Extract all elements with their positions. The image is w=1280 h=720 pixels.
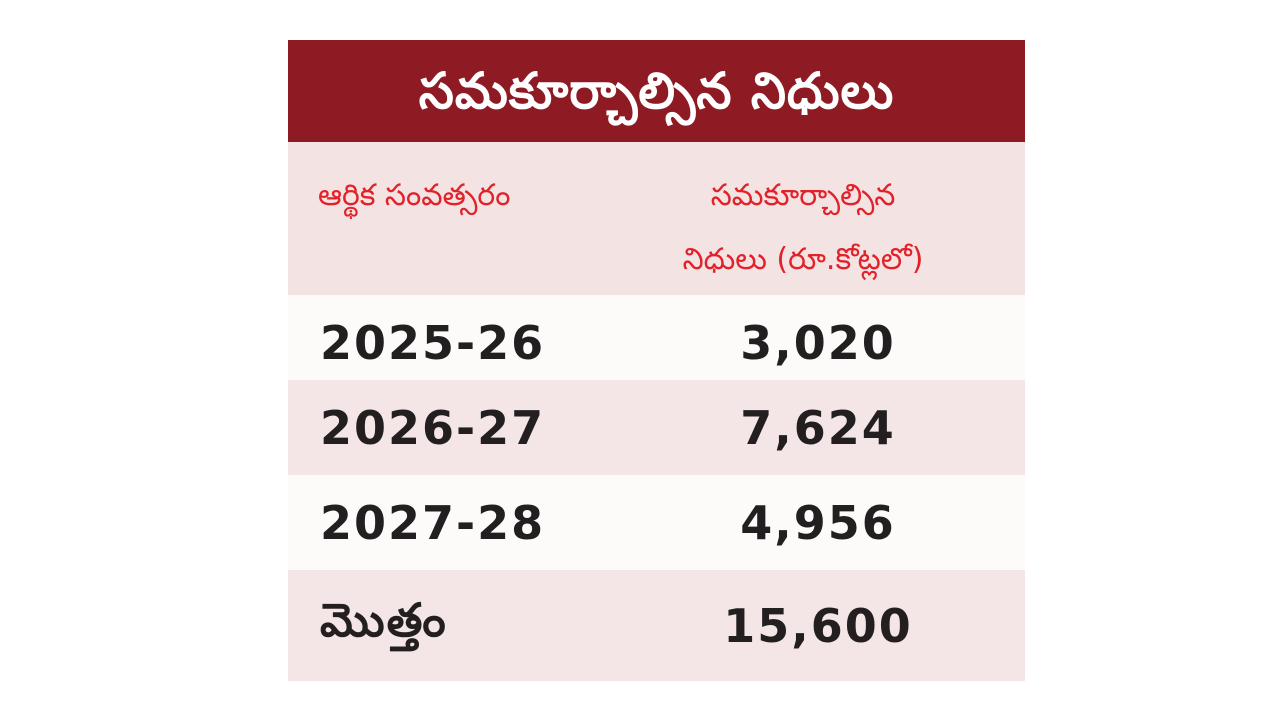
table-row-total: మొత్తం 15,600 — [288, 570, 1025, 681]
table-header-row: ఆర్థిక సంవత్సరం సమకూర్చాల్సిన నిధులు (రూ… — [288, 142, 1025, 295]
cell-year: 2025-26 — [320, 315, 546, 370]
table-row-2026-27: 2026-27 7,624 — [288, 380, 1025, 475]
column-header-funds: సమకూర్చాల్సిన నిధులు (రూ.కోట్లలో) — [682, 178, 924, 277]
funds-table: సమకూర్చాల్సిన నిధులు ఆర్థిక సంవత్సరం సమక… — [288, 40, 1025, 681]
cell-total-label: మొత్తం — [320, 592, 448, 647]
cell-amount: 7,624 — [740, 400, 896, 455]
cell-amount: 4,956 — [740, 495, 896, 550]
cell-year: 2027-28 — [320, 495, 546, 550]
column-header-year: ఆర్థిక సంవత్సరం — [318, 178, 511, 213]
table-title-bar: సమకూర్చాల్సిన నిధులు — [288, 40, 1025, 142]
cell-amount: 3,020 — [740, 315, 896, 370]
cell-year: 2026-27 — [320, 400, 546, 455]
cell-total-amount: 15,600 — [723, 598, 913, 653]
table-row-2025-26: 2025-26 3,020 — [288, 295, 1025, 390]
table-row-2027-28: 2027-28 4,956 — [288, 475, 1025, 570]
table-title: సమకూర్చాల్సిన నిధులు — [418, 62, 895, 120]
